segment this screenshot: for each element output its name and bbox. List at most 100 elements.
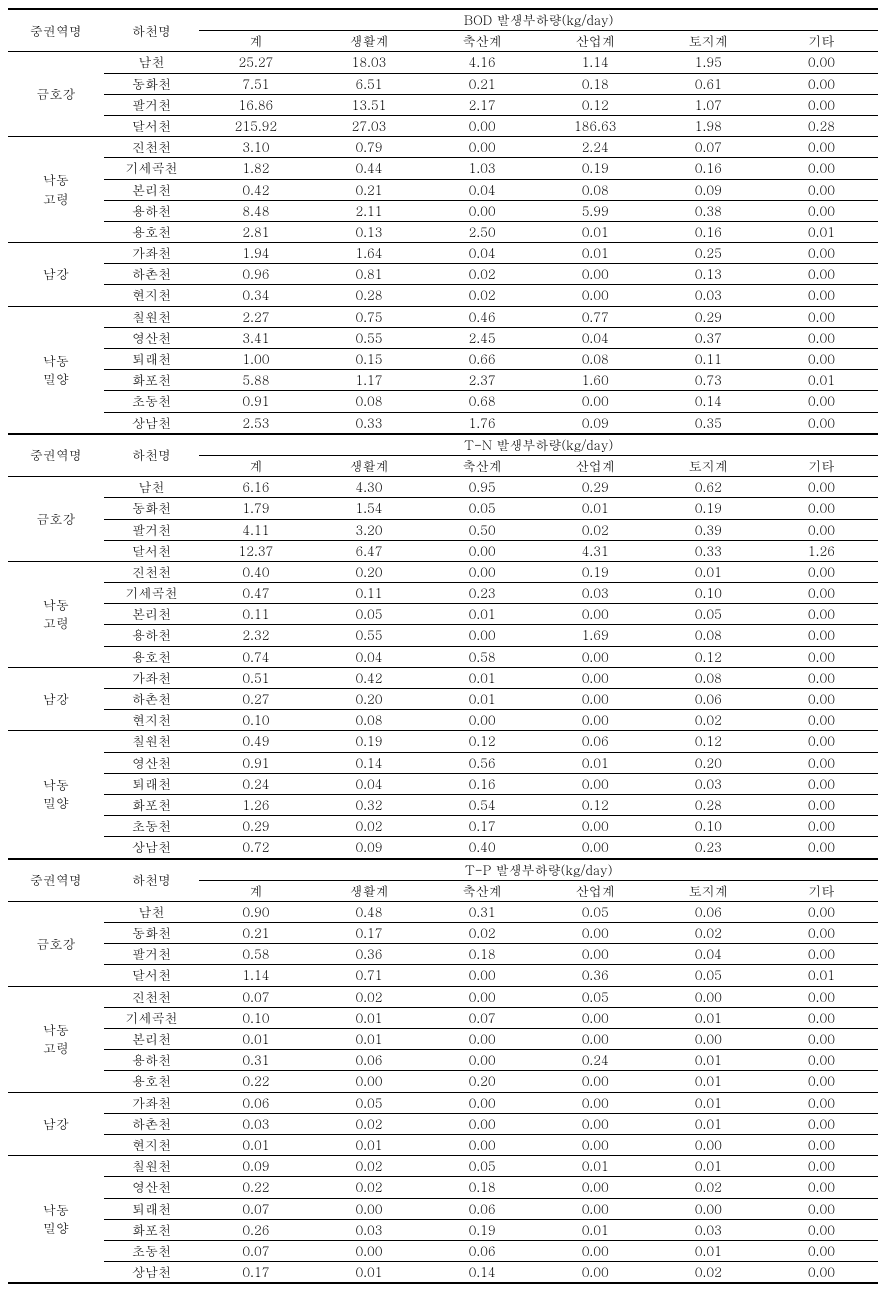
region-cell: 낙동 밀양 [8,1156,104,1284]
value-cell: 0.00 [765,837,878,859]
value-cell: 0.04 [426,243,539,264]
value-cell: 0.01 [199,1029,312,1050]
value-cell: 0.04 [426,179,539,200]
value-cell: 7.51 [199,73,312,94]
value-cell: 0.50 [426,519,539,540]
header-river: 하천명 [104,434,200,477]
header-region: 중권역명 [8,859,104,902]
river-cell: 팔거천 [104,94,200,115]
value-cell: 0.08 [539,179,652,200]
value-cell: 0.02 [652,923,765,944]
value-cell: 0.01 [765,221,878,242]
value-cell: 0.17 [426,816,539,837]
value-cell: 2.50 [426,221,539,242]
value-cell: 0.06 [312,1050,425,1071]
value-cell: 0.02 [426,285,539,306]
value-cell: 0.11 [652,349,765,370]
value-cell: 0.21 [426,73,539,94]
header-region: 중권역명 [8,434,104,477]
value-cell: 0.03 [312,1219,425,1240]
value-cell: 8.48 [199,200,312,221]
value-cell: 1.17 [312,370,425,391]
subheader: 기타 [765,880,878,901]
value-cell: 0.42 [199,179,312,200]
value-cell: 0.68 [426,391,539,412]
value-cell: 0.02 [312,816,425,837]
value-cell: 0.29 [652,306,765,327]
value-cell: 0.01 [652,1156,765,1177]
value-cell: 0.02 [312,1177,425,1198]
value-cell: 0.00 [765,986,878,1007]
value-cell: 0.02 [312,1156,425,1177]
value-cell: 0.01 [312,1134,425,1155]
river-cell: 화포천 [104,370,200,391]
value-cell: 0.07 [426,1007,539,1028]
value-cell: 0.06 [539,731,652,752]
value-cell: 0.00 [539,1113,652,1134]
value-cell: 0.00 [539,391,652,412]
value-cell: 0.32 [312,794,425,815]
subheader: 산업계 [539,880,652,901]
value-cell: 0.33 [312,412,425,434]
value-cell: 0.00 [539,1198,652,1219]
value-cell: 0.33 [652,540,765,561]
region-cell: 낙동 고령 [8,137,104,243]
value-cell: 0.01 [426,667,539,688]
value-cell: 0.00 [765,604,878,625]
value-cell: 186.63 [539,115,652,136]
value-cell: 0.00 [765,1007,878,1028]
value-cell: 0.01 [652,1092,765,1113]
river-cell: 남천 [104,52,200,73]
river-cell: 용하천 [104,1050,200,1071]
value-cell: 0.75 [312,306,425,327]
value-cell: 0.00 [765,1092,878,1113]
value-cell: 0.00 [539,773,652,794]
value-cell: 0.04 [539,327,652,348]
value-cell: 0.16 [652,158,765,179]
river-cell: 남천 [104,901,200,922]
value-cell: 0.00 [765,731,878,752]
value-cell: 0.00 [765,158,878,179]
value-cell: 0.00 [426,1050,539,1071]
value-cell: 0.54 [426,794,539,815]
value-cell: 1.60 [539,370,652,391]
river-cell: 상남천 [104,1262,200,1284]
value-cell: 0.23 [652,837,765,859]
value-cell: 0.09 [539,412,652,434]
value-cell: 0.12 [652,646,765,667]
value-cell: 0.47 [199,583,312,604]
value-cell: 0.00 [765,1219,878,1240]
river-cell: 동화천 [104,73,200,94]
value-cell: 0.51 [199,667,312,688]
region-cell: 금호강 [8,901,104,986]
value-cell: 0.00 [539,285,652,306]
value-cell: 1.95 [652,52,765,73]
value-cell: 0.01 [539,243,652,264]
river-cell: 용호천 [104,1071,200,1092]
value-cell: 0.03 [652,773,765,794]
value-cell: 0.29 [199,816,312,837]
river-cell: 칠원천 [104,731,200,752]
river-cell: 남천 [104,477,200,498]
value-cell: 0.06 [652,901,765,922]
subheader: 축산계 [426,455,539,476]
river-cell: 초동천 [104,1240,200,1261]
value-cell: 0.00 [765,710,878,731]
value-cell: 0.22 [199,1177,312,1198]
value-cell: 0.61 [652,73,765,94]
river-cell: 본리천 [104,1029,200,1050]
value-cell: 0.26 [199,1219,312,1240]
river-cell: 퇴래천 [104,349,200,370]
river-cell: 기세곡천 [104,158,200,179]
value-cell: 0.08 [312,710,425,731]
river-cell: 달서천 [104,965,200,986]
river-cell: 진천천 [104,137,200,158]
river-cell: 동화천 [104,498,200,519]
river-cell: 팔거천 [104,519,200,540]
value-cell: 0.00 [426,625,539,646]
river-cell: 가좌천 [104,1092,200,1113]
river-cell: 용호천 [104,221,200,242]
value-cell: 12.37 [199,540,312,561]
value-cell: 0.11 [312,583,425,604]
value-cell: 0.00 [426,1092,539,1113]
